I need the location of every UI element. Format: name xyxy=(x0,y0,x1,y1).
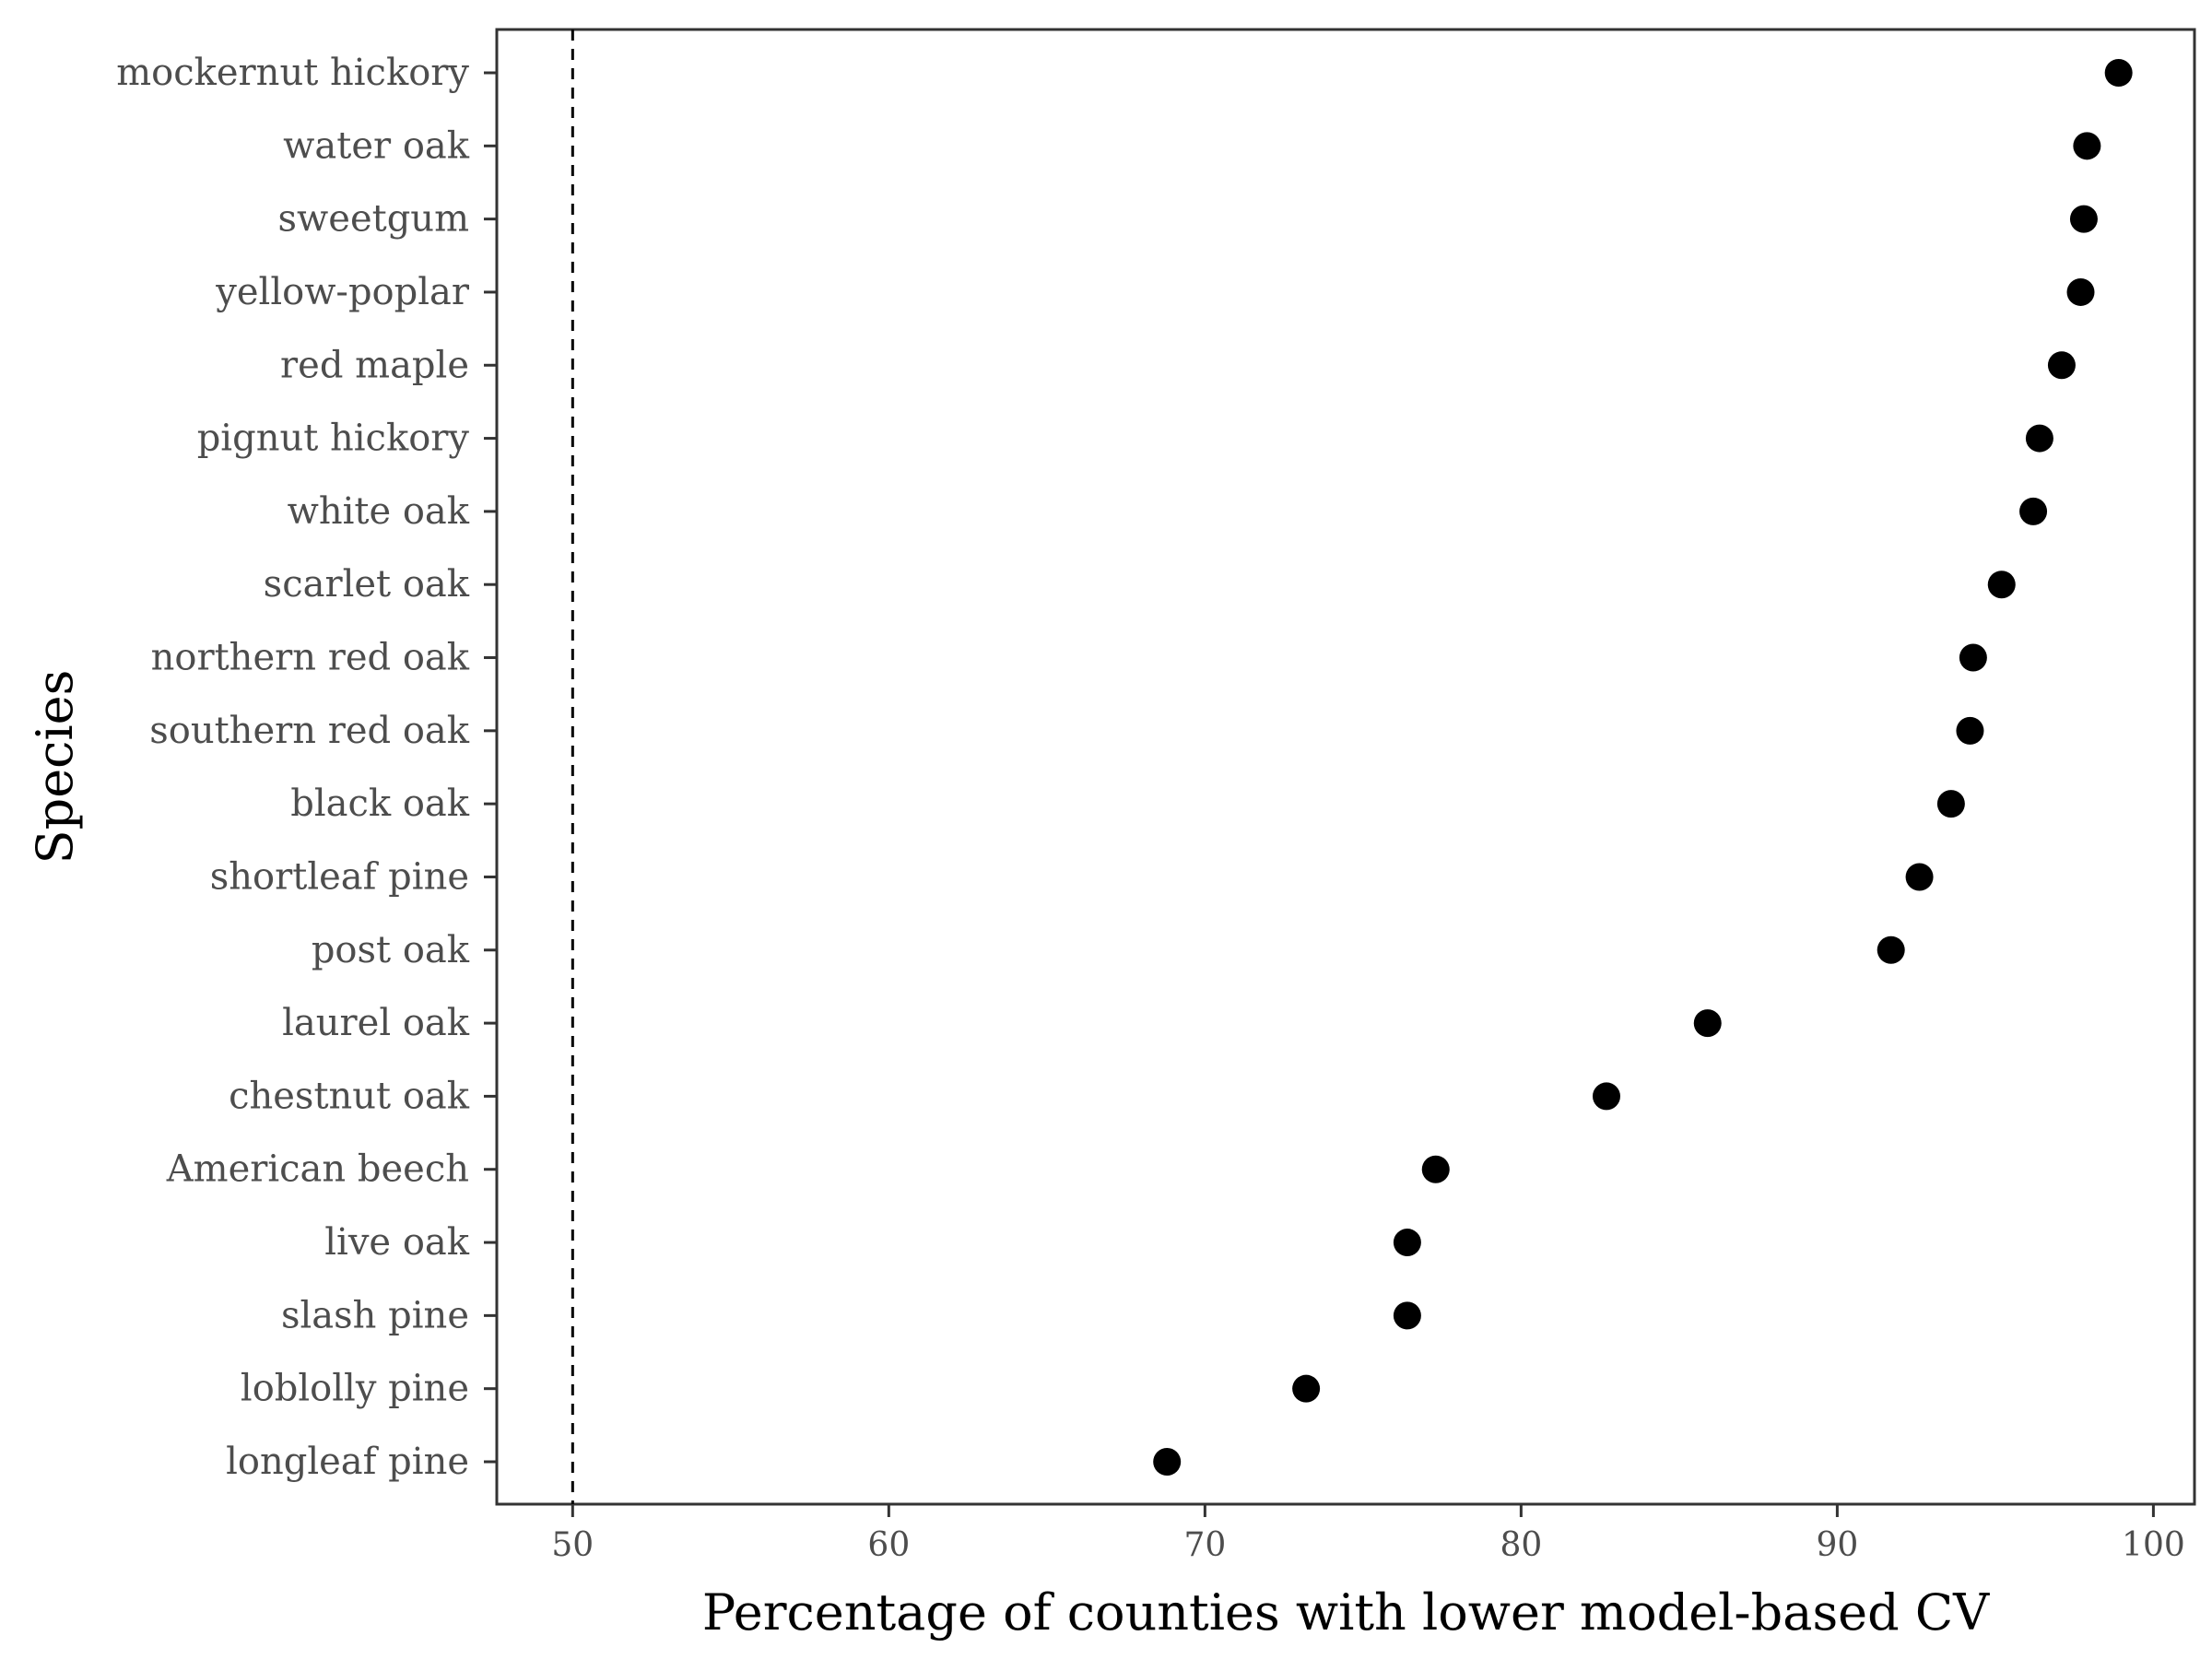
y-axis: mockernut hickory water oak sweetgum yellow… xyxy=(116,52,497,1483)
y-tick-label: slash pine xyxy=(281,1294,469,1336)
x-tick-label: 70 xyxy=(1183,1526,1226,1564)
x-tick-label: 50 xyxy=(551,1526,594,1564)
data-point xyxy=(1393,1301,1421,1330)
y-tick-label: sweetgum xyxy=(278,198,469,241)
y-tick-label: longleaf pine xyxy=(226,1441,469,1483)
y-axis-title: Species xyxy=(26,670,84,865)
data-point xyxy=(1592,1082,1620,1111)
data-point xyxy=(1956,716,1984,745)
y-tick-label: post oak xyxy=(312,929,470,971)
data-point xyxy=(1959,643,1987,672)
y-tick-label: yellow-poplar xyxy=(215,271,470,313)
y-tick-label: mockernut hickory xyxy=(116,52,469,94)
data-point xyxy=(1905,863,1934,891)
data-point xyxy=(1693,1009,1722,1038)
data-point xyxy=(1987,571,2016,599)
y-tick-label: water oak xyxy=(283,124,470,167)
x-tick-label: 100 xyxy=(2122,1526,2185,1564)
x-axis: 50 60 70 80 90 100 xyxy=(551,1504,2185,1564)
y-tick-label: live oak xyxy=(324,1221,470,1264)
data-point xyxy=(2069,205,2098,233)
data-point xyxy=(1393,1229,1421,1257)
data-point xyxy=(1153,1448,1182,1476)
x-tick-label: 90 xyxy=(1816,1526,1858,1564)
y-tick-label: scarlet oak xyxy=(264,563,470,606)
y-tick-label: northern red oak xyxy=(151,637,470,679)
x-tick-label: 80 xyxy=(1500,1526,1542,1564)
y-tick-label: laurel oak xyxy=(282,1002,470,1044)
plot-panel xyxy=(495,28,2196,1506)
y-tick-label: black oak xyxy=(290,782,470,825)
data-point xyxy=(2019,497,2048,525)
y-tick-label: southern red oak xyxy=(149,710,470,752)
data-point xyxy=(1936,790,1965,818)
data-point xyxy=(2066,277,2095,306)
data-point xyxy=(2104,59,2133,87)
x-axis-title: Percentage of counties with lower model-… xyxy=(702,1583,1990,1641)
data-point xyxy=(2025,424,2053,453)
data-point xyxy=(1421,1155,1450,1183)
y-tick-label: chestnut oak xyxy=(229,1075,470,1117)
data-point xyxy=(2073,132,2101,160)
data-point xyxy=(1877,935,1905,964)
points-layer xyxy=(1153,59,2133,1476)
y-tick-label: loblolly pine xyxy=(241,1368,469,1410)
y-tick-label: shortleaf pine xyxy=(210,855,469,898)
y-tick-label: red maple xyxy=(280,344,469,386)
y-tick-label: American beech xyxy=(166,1148,469,1191)
data-point xyxy=(2047,351,2076,380)
x-tick-label: 60 xyxy=(867,1526,910,1564)
data-point xyxy=(1292,1374,1321,1403)
y-tick-label: pignut hickory xyxy=(197,418,470,460)
y-tick-label: white oak xyxy=(288,490,470,533)
